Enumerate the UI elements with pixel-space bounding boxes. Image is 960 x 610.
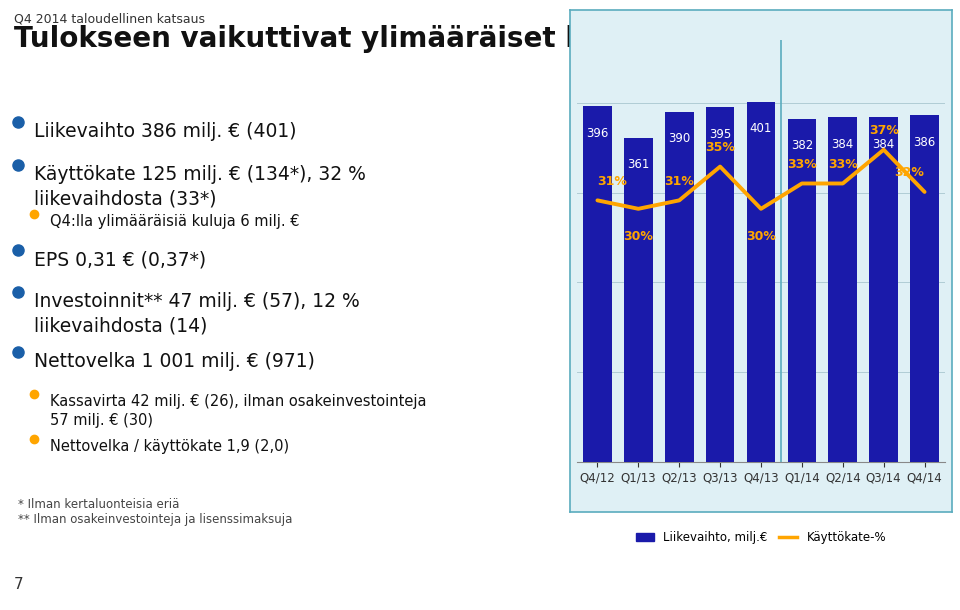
Bar [747, 102, 776, 462]
Text: 396: 396 [587, 127, 609, 140]
Text: 31%: 31% [664, 174, 694, 188]
Text: 37%: 37% [869, 124, 899, 137]
Bar [870, 117, 898, 462]
Text: Kassavirta 42 milj. € (26), ilman osakeinvestointeja
57 milj. € (30): Kassavirta 42 milj. € (26), ilman osakei… [50, 394, 426, 428]
Text: 384: 384 [873, 138, 895, 151]
Text: Tulokseen vaikuttivat ylimääräiset kulut: Tulokseen vaikuttivat ylimääräiset kulut [14, 25, 646, 53]
Bar [583, 106, 612, 462]
Bar [787, 119, 816, 462]
Text: EPS 0,31 € (0,37*): EPS 0,31 € (0,37*) [34, 250, 206, 269]
Bar [665, 112, 693, 462]
Text: 401: 401 [750, 123, 772, 135]
Text: 30%: 30% [746, 230, 776, 243]
Text: ** Ilman osakeinvestointeja ja lisenssimaksuja: ** Ilman osakeinvestointeja ja lisenssim… [18, 513, 293, 526]
Legend: Liikevaihto, milj.€, Käyttökate-%: Liikevaihto, milj.€, Käyttökate-% [632, 526, 891, 549]
Text: 30%: 30% [623, 230, 653, 243]
Text: 32%: 32% [895, 167, 924, 179]
Text: 390: 390 [668, 132, 690, 145]
Bar [706, 107, 734, 462]
Text: Nettovelka / käyttökate 1,9 (2,0): Nettovelka / käyttökate 1,9 (2,0) [50, 439, 289, 454]
Bar [828, 117, 857, 462]
Text: 35%: 35% [706, 141, 735, 154]
Text: Q4 2014 taloudellinen katsaus: Q4 2014 taloudellinen katsaus [14, 12, 205, 25]
Text: 384: 384 [831, 138, 853, 151]
Text: 361: 361 [627, 159, 650, 171]
Text: 31%: 31% [597, 174, 627, 188]
Bar [624, 138, 653, 462]
Text: 7: 7 [14, 577, 24, 592]
Text: Liikevaihto 386 milj. € (401): Liikevaihto 386 milj. € (401) [34, 122, 297, 141]
Text: 33%: 33% [787, 158, 817, 171]
Text: Nettovelka 1 001 milj. € (971): Nettovelka 1 001 milj. € (971) [34, 352, 315, 371]
Text: 33%: 33% [828, 158, 857, 171]
Text: 395: 395 [709, 127, 732, 141]
Text: Investoinnit** 47 milj. € (57), 12 %
liikevaihdosta (14): Investoinnit** 47 milj. € (57), 12 % lii… [34, 292, 360, 336]
Text: Q4:lla ylimääräisiä kuluja 6 milj. €: Q4:lla ylimääräisiä kuluja 6 milj. € [50, 214, 300, 229]
Text: 382: 382 [791, 140, 813, 152]
Text: 386: 386 [913, 136, 936, 149]
Bar [910, 115, 939, 462]
Text: * Ilman kertaluonteisia eriä: * Ilman kertaluonteisia eriä [18, 498, 180, 511]
Text: Käyttökate 125 milj. € (134*), 32 %
liikevaihdosta (33*): Käyttökate 125 milj. € (134*), 32 % liik… [34, 165, 366, 208]
